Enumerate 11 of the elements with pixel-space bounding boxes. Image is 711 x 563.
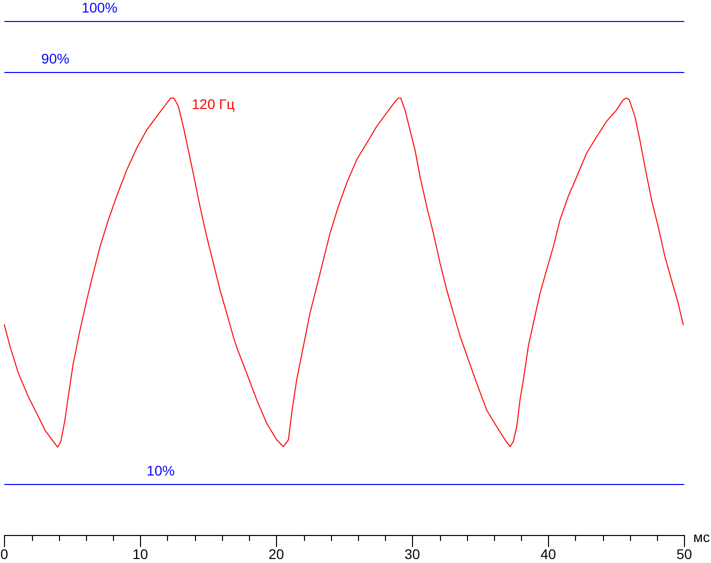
x-tick-label: 50	[676, 546, 692, 562]
x-tick-label: 0	[0, 546, 8, 562]
x-axis-title: мс	[693, 529, 710, 545]
x-tick-label: 20	[268, 546, 284, 562]
ref-line-label: 10%	[146, 462, 175, 478]
x-tick-label: 30	[404, 546, 420, 562]
ref-line-label: 100%	[82, 0, 118, 16]
ref-line-label: 90%	[41, 50, 70, 66]
x-tick-label: 40	[540, 546, 556, 562]
series-label: 120 Гц	[192, 96, 235, 112]
x-tick-label: 10	[132, 546, 148, 562]
